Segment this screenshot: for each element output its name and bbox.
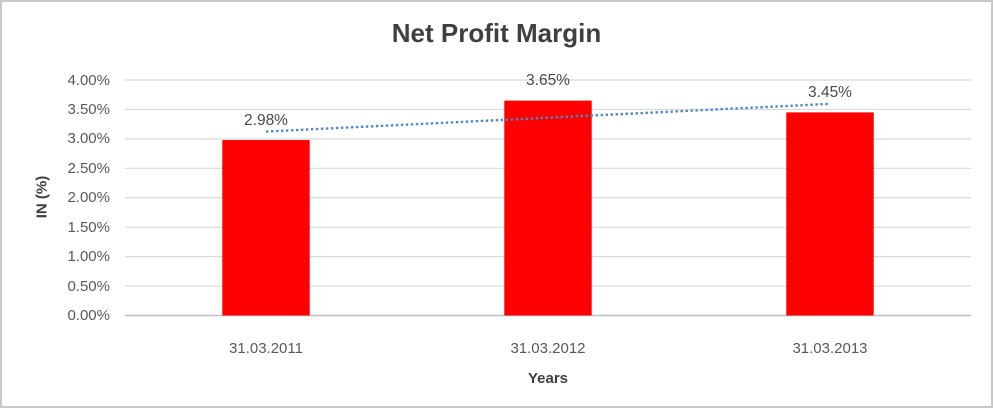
y-axis-tick-label: 2.00% [67,189,110,207]
data-label: 2.98% [244,111,288,129]
data-label: 3.45% [808,83,852,101]
x-axis-tick-label: 31.03.2011 [229,339,303,357]
trendline-group[interactable] [265,102,831,133]
chart-title: Net Profit Margin [391,18,602,48]
y-axis-tick-label: 0.00% [67,307,110,324]
y-axis-tick-label: 0.50% [67,277,110,295]
y-axis-tick-label: 2.50% [67,159,110,177]
bar-31.03.2012[interactable] [504,100,592,316]
trendline[interactable] [265,102,831,133]
y-axis-tick-label: 1.50% [67,218,110,236]
bar-31.03.2011[interactable] [222,140,310,316]
y-axis-tick-label: 1.00% [67,248,110,266]
y-axis-tick-label: 4.00% [67,71,110,89]
x-axis-tick-label: 31.03.2013 [792,339,868,357]
x-axis-tick-label: 31.03.2012 [510,339,586,357]
y-axis-tick-label: 3.50% [67,100,110,118]
bar-31.03.2013[interactable] [786,112,874,316]
x-axis-title: Years [527,370,569,387]
data-label: 3.65% [526,72,570,90]
bar-series[interactable] [222,100,874,316]
y-axis-tick-label: 3.00% [67,130,110,148]
